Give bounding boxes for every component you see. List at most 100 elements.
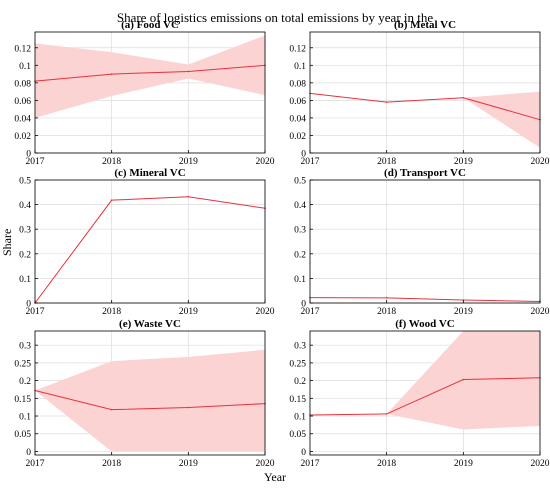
data-point xyxy=(462,96,465,99)
series-line xyxy=(34,196,266,304)
y-tick-label: 0.4 xyxy=(19,201,31,211)
y-tick-label: 0 xyxy=(26,300,31,310)
y-tick-label: 0.1 xyxy=(294,275,306,285)
figure-x-axis-label: Year xyxy=(263,470,287,484)
panel-title: (b) Metal VC xyxy=(394,19,456,31)
y-tick-label: 0.2 xyxy=(19,250,31,260)
uncertainty-band xyxy=(310,331,540,430)
data-point xyxy=(187,195,190,198)
y-tick-label: 0 xyxy=(301,300,306,310)
y-tick-label: 0.12 xyxy=(14,44,31,54)
y-tick-label: 0.08 xyxy=(14,79,31,89)
panel-title: (d) Transport VC xyxy=(384,167,466,179)
y-tick-label: 0.1 xyxy=(294,413,306,423)
y-tick-label: 0.1 xyxy=(19,413,31,423)
axes-frame xyxy=(34,179,266,304)
data-point xyxy=(462,378,465,381)
y-tick-label: 0.3 xyxy=(19,226,31,236)
data-point xyxy=(385,413,388,415)
x-tick-label: 2017 xyxy=(301,307,320,317)
y-tick-label: 0.25 xyxy=(289,359,306,369)
y-tick-label: 0.06 xyxy=(14,97,31,107)
x-tick-label: 2019 xyxy=(454,157,473,167)
x-tick-label: 2020 xyxy=(256,307,275,317)
panel-title: (f) Wood VC xyxy=(395,318,455,330)
x-tick-label: 2017 xyxy=(26,459,45,469)
x-tick-label: 2018 xyxy=(102,459,121,469)
uncertainty-band xyxy=(310,91,540,148)
panel-6: (f) Wood VC 0 0.05 0.1 0.15 0.2 0.25 0.3 2017 201… xyxy=(289,318,549,469)
uncertainty-band xyxy=(35,349,265,452)
y-tick-label: 0.1 xyxy=(19,62,31,72)
y-tick-label: 0.1 xyxy=(19,275,31,285)
panel-1: (a) Food VC 0 0.02 0.04 0.06 0.08 0.1 0.12 2017 2… xyxy=(14,19,274,167)
axes-frame xyxy=(309,179,541,304)
y-tick-label: 0.04 xyxy=(14,114,31,124)
y-tick-label: 0.15 xyxy=(14,395,31,405)
x-tick-label: 2019 xyxy=(454,459,473,469)
x-tick-label: 2018 xyxy=(377,307,396,317)
x-tick-label: 2018 xyxy=(377,157,396,167)
uncertainty-band xyxy=(35,35,265,118)
data-point xyxy=(385,297,388,299)
y-tick-label: 0.05 xyxy=(14,430,31,440)
data-point xyxy=(385,101,388,103)
series-line xyxy=(34,390,266,411)
x-tick-label: 2017 xyxy=(301,459,320,469)
x-tick-label: 2020 xyxy=(531,459,550,469)
series-line xyxy=(34,64,266,82)
y-tick-label: 0.12 xyxy=(289,44,306,54)
y-tick-label: 0.05 xyxy=(289,430,306,440)
x-tick-label: 2020 xyxy=(531,157,550,167)
y-tick-label: 0.02 xyxy=(289,132,306,142)
x-tick-label: 2020 xyxy=(531,307,550,317)
y-tick-label: 0.2 xyxy=(19,377,31,387)
panel-title: (c) Mineral VC xyxy=(114,167,185,179)
y-tick-label: 0 xyxy=(26,150,31,160)
panel-title: (a) Food VC xyxy=(121,19,179,31)
series-line xyxy=(309,297,541,303)
y-tick-label: 0.2 xyxy=(294,250,306,260)
data-point xyxy=(187,70,190,73)
x-tick-label: 2019 xyxy=(179,307,198,317)
x-tick-label: 2018 xyxy=(102,157,121,167)
axes-frame xyxy=(34,31,266,154)
x-tick-label: 2018 xyxy=(102,307,121,317)
x-tick-label: 2020 xyxy=(256,157,275,167)
x-tick-label: 2017 xyxy=(301,157,320,167)
uncertainty-band xyxy=(35,196,265,303)
figure-title: Share of logistics emissions on total em… xyxy=(116,10,434,25)
panel-4: (d) Transport VC 0 0.1 0.2 0.3 0.4 0.5 2017 2018… xyxy=(294,167,550,317)
y-tick-label: 0 xyxy=(26,448,31,458)
y-tick-label: 0.3 xyxy=(19,342,31,352)
x-tick-label: 2019 xyxy=(179,459,198,469)
y-tick-label: 0.2 xyxy=(294,377,306,387)
y-tick-label: 0.4 xyxy=(294,201,306,211)
y-tick-label: 0.15 xyxy=(289,395,306,405)
y-tick-label: 0.3 xyxy=(294,342,306,352)
panel-title: (e) Waste VC xyxy=(119,318,181,330)
panel-3: (c) Mineral VC 0 0.1 0.2 0.3 0.4 0.5 2017 2018 20… xyxy=(19,167,275,317)
y-tick-label: 0.04 xyxy=(289,114,306,124)
x-tick-label: 2019 xyxy=(454,307,473,317)
y-tick-label: 0.3 xyxy=(294,226,306,236)
y-tick-label: 0.5 xyxy=(294,177,306,187)
data-point xyxy=(110,408,113,411)
y-tick-label: 0.5 xyxy=(19,177,31,187)
y-tick-label: 0.08 xyxy=(289,79,306,89)
data-point xyxy=(110,73,113,75)
series-line xyxy=(309,92,541,121)
y-tick-label: 0 xyxy=(301,448,306,458)
y-tick-label: 0.02 xyxy=(14,132,31,142)
data-point xyxy=(110,199,113,201)
x-tick-label: 2019 xyxy=(179,157,198,167)
axes-frame xyxy=(34,330,266,456)
y-tick-label: 0 xyxy=(301,150,306,160)
x-tick-label: 2018 xyxy=(377,459,396,469)
y-tick-label: 0.1 xyxy=(294,62,306,72)
data-point xyxy=(187,406,190,409)
axes-frame xyxy=(309,330,541,456)
x-tick-label: 2017 xyxy=(26,157,45,167)
axes-frame xyxy=(309,31,541,154)
